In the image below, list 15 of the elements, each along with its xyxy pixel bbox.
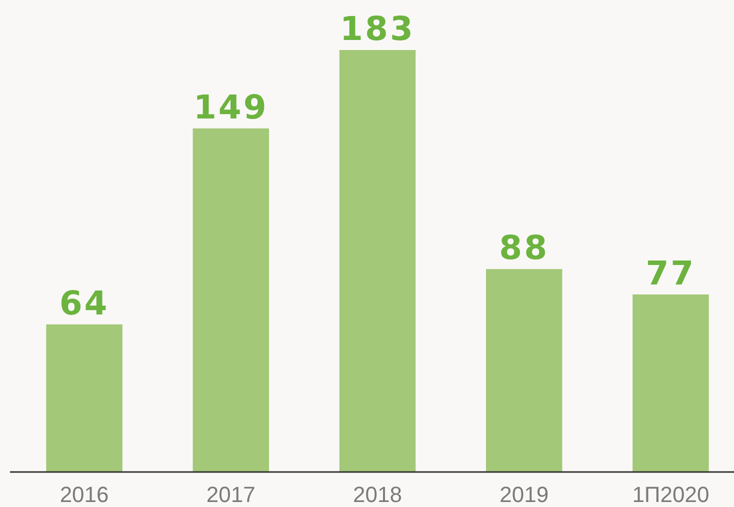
data-label: 88 bbox=[499, 228, 550, 268]
x-tick-label: 2019 bbox=[500, 482, 549, 507]
data-label: 149 bbox=[193, 87, 268, 126]
x-tick-label: 2018 bbox=[353, 482, 402, 507]
bar bbox=[192, 128, 270, 472]
data-label: 64 bbox=[59, 283, 110, 322]
x-tick-label: 1П2020 bbox=[632, 482, 710, 507]
bar bbox=[46, 324, 122, 472]
bar bbox=[632, 294, 709, 472]
data-label: 77 bbox=[646, 253, 696, 292]
x-tick-label: 2017 bbox=[206, 482, 256, 507]
x-tick-label: 2016 bbox=[60, 482, 109, 507]
data-label: 183 bbox=[340, 9, 415, 48]
bar bbox=[339, 50, 416, 472]
bar bbox=[486, 269, 562, 472]
